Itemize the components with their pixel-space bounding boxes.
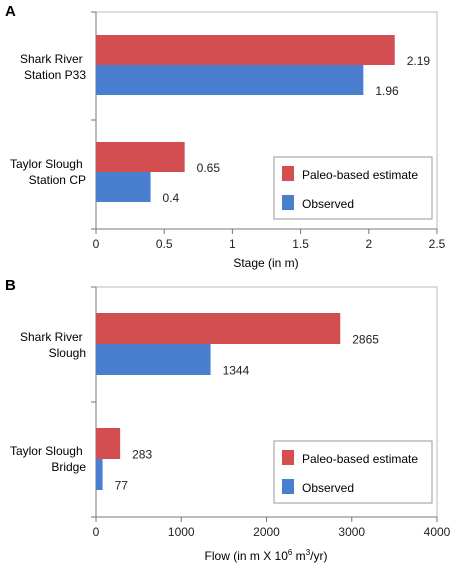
- panel-a-bars: 2.19 0.65 1.96 0.4: [96, 35, 430, 205]
- panel-a-x-tick-label: 2: [365, 237, 372, 251]
- panel-a-bar-observed-1: [96, 65, 364, 95]
- panel-a-legend-swatch-observed: [282, 195, 294, 210]
- panel-b-x-tick-label: 2000: [253, 525, 280, 539]
- panel-b-category-label-1: Shark River Slough: [20, 330, 86, 360]
- panel-a-x-axis-title: Stage (in m): [233, 256, 298, 270]
- panel-a-category-label-2: Taylor Slough Station CP: [10, 157, 86, 187]
- panel-a-x-ticks: 0 0.5 1 1.5 2 2.5: [93, 229, 446, 251]
- panel-a-x-tick-label: 1: [229, 237, 236, 251]
- panel-a-x-tick-label: 1.5: [292, 237, 309, 251]
- panel-b-bar-paleo-2: [96, 428, 121, 459]
- panel-b-legend-box: [273, 440, 433, 504]
- panel-a-legend-box: [273, 156, 433, 220]
- panel-b-x-tick-label: 4000: [424, 525, 451, 539]
- panel-a-legend: Paleo-based estimate Observed: [273, 156, 433, 220]
- panel-a-bar-observed-2: [96, 172, 151, 202]
- panel-b-bar-observed-1: [96, 344, 211, 375]
- panel-b-data-label-paleo-1: 2865: [352, 333, 379, 347]
- panel-b-x-tick-label: 0: [93, 525, 100, 539]
- panel-b-x-tick-label: 1000: [168, 525, 195, 539]
- panel-a-data-label-paleo-2: 0.65: [197, 161, 221, 175]
- panel-b-legend: Paleo-based estimate Observed: [273, 440, 433, 504]
- panel-a-data-label-observed-1: 1.96: [375, 84, 399, 98]
- panel-b-label: B: [5, 277, 16, 294]
- panel-a-bar-paleo-2: [96, 142, 185, 172]
- panel-a-category-label-1: Shark River Station P33: [20, 52, 86, 82]
- panel-b-legend-swatch-observed: [282, 479, 294, 494]
- panel-b-bar-paleo-1: [96, 313, 341, 344]
- panel-a-legend-label-paleo: Paleo-based estimate: [302, 168, 418, 182]
- panel-b-x-tick-label: 3000: [338, 525, 365, 539]
- panel-a: A Shark River Station P33 Taylor Slough …: [5, 3, 446, 270]
- panel-b-legend-swatch-paleo: [282, 450, 294, 465]
- panel-a-legend-label-observed: Observed: [302, 197, 354, 211]
- panel-b-x-axis-title: Flow (in m X 106 m3/yr): [205, 548, 328, 563]
- panel-a-label: A: [5, 3, 16, 20]
- panel-b-x-ticks: 0 1000 2000 3000 4000: [93, 517, 451, 539]
- panel-b-category-label-2: Taylor Slough Bridge: [10, 444, 86, 474]
- panel-a-data-label-paleo-1: 2.19: [407, 54, 431, 68]
- panel-b-data-label-paleo-2: 283: [132, 448, 152, 462]
- panel-b: B Shark River Slough Taylor Slough Bridg…: [5, 277, 451, 563]
- panel-b-data-label-observed-2: 77: [115, 479, 129, 493]
- panel-b-legend-label-observed: Observed: [302, 481, 354, 495]
- panel-a-legend-swatch-paleo: [282, 166, 294, 181]
- panel-a-bar-paleo-1: [96, 35, 395, 65]
- panel-a-x-tick-label: 2.5: [429, 237, 446, 251]
- panel-b-legend-label-paleo: Paleo-based estimate: [302, 452, 418, 466]
- panel-b-bars: 2865 283 1344 77: [96, 313, 379, 493]
- panel-a-x-tick-label: 0.5: [156, 237, 173, 251]
- panel-a-data-label-observed-2: 0.4: [163, 191, 180, 205]
- panel-b-bar-observed-2: [96, 459, 103, 490]
- panel-a-x-tick-label: 0: [93, 237, 100, 251]
- panel-b-data-label-observed-1: 1344: [223, 364, 250, 378]
